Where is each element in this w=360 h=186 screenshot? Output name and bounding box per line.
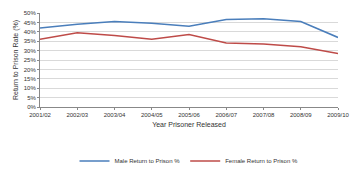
svg-text:50%: 50%: [24, 10, 37, 16]
svg-text:2007/08: 2007/08: [253, 112, 275, 118]
svg-text:Year Prisoner Released: Year Prisoner Released: [152, 121, 226, 128]
svg-text:5%: 5%: [27, 95, 36, 101]
svg-text:10%: 10%: [24, 85, 37, 91]
svg-text:0%: 0%: [27, 104, 36, 110]
svg-text:20%: 20%: [24, 67, 37, 73]
svg-text:35%: 35%: [24, 38, 37, 44]
svg-text:2004/05: 2004/05: [141, 112, 163, 118]
svg-text:2003/04: 2003/04: [104, 112, 126, 118]
svg-text:Return to Prison Rate (%): Return to Prison Rate (%): [12, 20, 20, 100]
svg-text:Female Return to Prison %: Female Return to Prison %: [225, 158, 298, 164]
svg-text:2009/10: 2009/10: [327, 112, 349, 118]
svg-text:30%: 30%: [24, 48, 37, 54]
svg-text:2008/09: 2008/09: [290, 112, 312, 118]
svg-text:15%: 15%: [24, 76, 37, 82]
svg-text:25%: 25%: [24, 57, 37, 63]
svg-text:40%: 40%: [24, 29, 37, 35]
svg-text:Male Return to Prison %: Male Return to Prison %: [115, 158, 181, 164]
svg-text:2005/06: 2005/06: [178, 112, 200, 118]
svg-text:2001/02: 2001/02: [29, 112, 51, 118]
svg-text:2002/03: 2002/03: [66, 112, 88, 118]
svg-text:45%: 45%: [24, 20, 37, 26]
svg-text:2006/07: 2006/07: [215, 112, 237, 118]
